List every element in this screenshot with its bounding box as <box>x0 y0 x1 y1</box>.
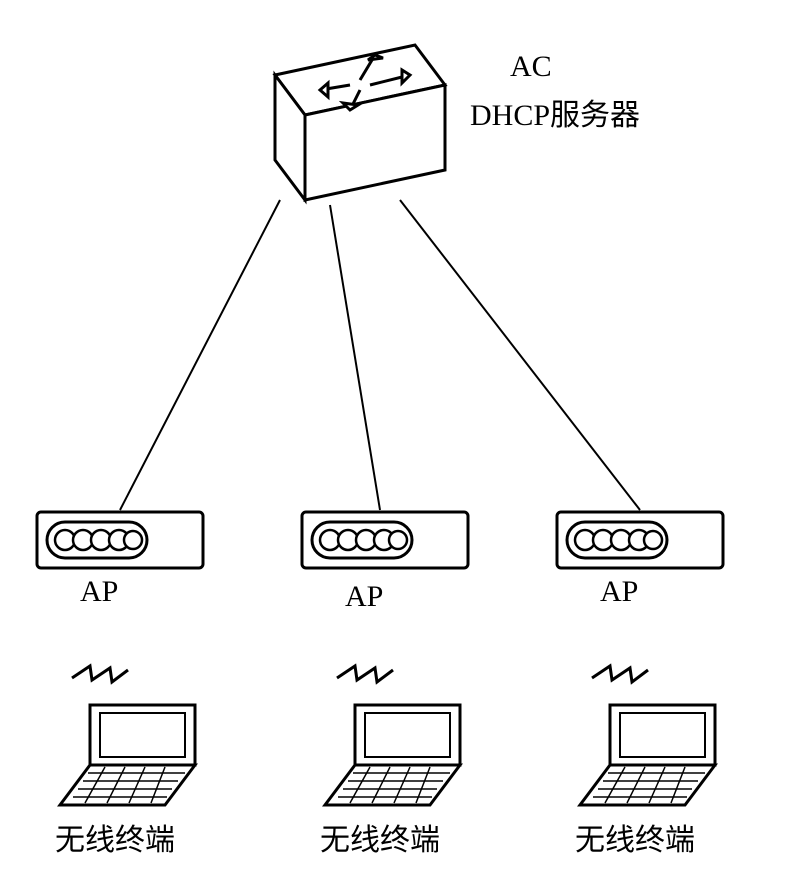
laptop-label-3: 无线终端 <box>575 815 695 859</box>
ap-label-2: AP <box>345 580 383 614</box>
ap-icon-2 <box>300 510 470 570</box>
wifi-icon-2 <box>335 660 395 690</box>
line-ac-ap2 <box>330 205 380 510</box>
laptop-label-1: 无线终端 <box>55 815 175 859</box>
ap-icon-1 <box>35 510 205 570</box>
ap-icon-3 <box>555 510 725 570</box>
ac-switch-icon <box>235 35 455 205</box>
wifi-icon-1 <box>70 660 130 690</box>
diagram-canvas: AC DHCP服务器 AP AP <box>0 0 800 873</box>
ac-label-line1: AC <box>510 50 552 84</box>
ap-label-3: AP <box>600 575 638 609</box>
ac-label-line2: DHCP服务器 <box>470 90 640 134</box>
laptop-icon-3 <box>575 700 725 810</box>
line-ac-ap3 <box>400 200 640 510</box>
laptop-icon-2 <box>320 700 470 810</box>
ap-label-1: AP <box>80 575 118 609</box>
laptop-label-2: 无线终端 <box>320 815 440 859</box>
laptop-icon-1 <box>55 700 205 810</box>
line-ac-ap1 <box>120 200 280 510</box>
wifi-icon-3 <box>590 660 650 690</box>
